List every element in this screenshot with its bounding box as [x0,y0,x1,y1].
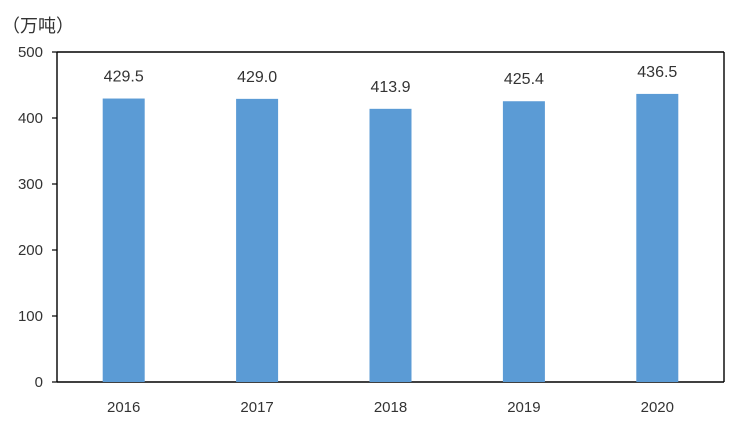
x-tick-label-2018: 2018 [374,399,407,416]
x-tick-label-2017: 2017 [240,399,273,416]
x-axis-ticks: 2016 2017 2018 2019 2020 [107,399,674,416]
data-label-2019: 425.4 [504,71,544,88]
data-label-2020: 436.5 [637,64,677,81]
data-labels-group: 429.5 429.0 413.9 425.4 436.5 [104,64,678,96]
bars-group [102,93,679,383]
bar-2019 [502,101,545,383]
bar-2017 [236,98,279,383]
y-tick-label: 100 [18,308,43,325]
y-tick-label: 400 [18,110,43,127]
y-tick-label: 500 [18,44,43,61]
x-tick-label-2016: 2016 [107,399,140,416]
unit-label: （万吨） [2,16,74,37]
x-tick-label-2020: 2020 [641,399,674,416]
y-tick-label: 0 [35,374,43,391]
bar-2016 [102,98,145,382]
data-label-2017: 429.0 [237,69,277,86]
y-tick-label: 200 [18,242,43,259]
bar-2020 [636,93,679,382]
x-tick-label-2019: 2019 [507,399,540,416]
y-axis-ticks: 0 100 200 300 400 500 [18,44,57,391]
y-tick-label: 300 [18,176,43,193]
data-label-2018: 413.9 [370,79,410,96]
data-label-2016: 429.5 [104,69,144,86]
bar-2018 [369,108,412,383]
